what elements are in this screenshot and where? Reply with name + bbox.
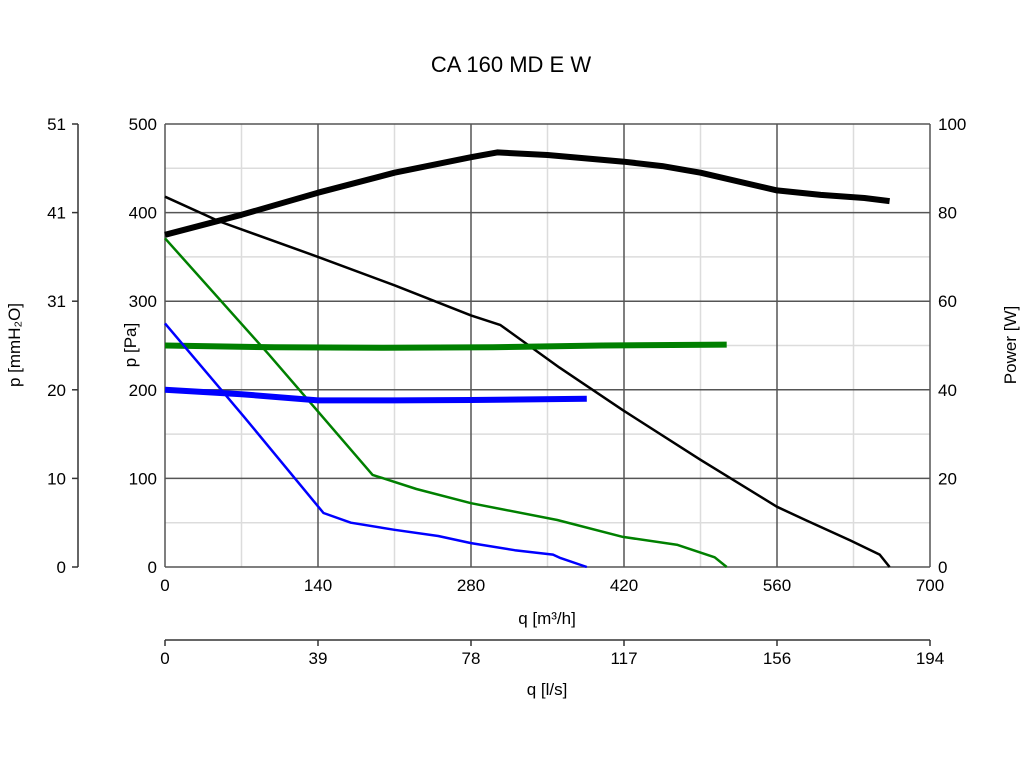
y-tick-label: 200 xyxy=(129,381,157,400)
x2-tick-label: 0 xyxy=(160,649,169,668)
y-axis-label: p [Pa] xyxy=(121,323,140,367)
y-outer-tick-label: 31 xyxy=(47,292,66,311)
y-tick-label: 100 xyxy=(129,469,157,488)
series-line-power-green xyxy=(164,341,727,351)
chart-title: CA 160 MD E W xyxy=(431,52,591,77)
x2-tick-label: 194 xyxy=(916,649,944,668)
x-tick-label: 0 xyxy=(160,576,169,595)
x2-tick-label: 39 xyxy=(309,649,328,668)
y-outer-axis-label: p [mmH₂O] xyxy=(5,303,24,387)
y-right-tick-label: 20 xyxy=(938,469,957,488)
series-line-pressure-black xyxy=(164,195,891,568)
y-outer-tick-label: 10 xyxy=(47,469,66,488)
axes: 0 140 280 420 560 700010020030040050002040608… xyxy=(47,115,966,668)
y-outer-tick-label: 41 xyxy=(47,204,66,223)
series-line-pressure-blue xyxy=(164,322,588,569)
x-tick-label: 280 xyxy=(457,576,485,595)
y-tick-label: 300 xyxy=(129,292,157,311)
series-group xyxy=(164,149,891,569)
y-right-tick-label: 60 xyxy=(938,292,957,311)
y-right-tick-label: 80 xyxy=(938,204,957,223)
x2-axis-label: q [l/s] xyxy=(527,680,568,699)
series-line-pressure-green xyxy=(164,237,728,568)
y-outer-tick-label: 51 xyxy=(47,115,66,134)
x-axis-label: q [m³/h] xyxy=(518,609,576,628)
x2-tick-label: 78 xyxy=(462,649,481,668)
y-right-tick-label: 40 xyxy=(938,381,957,400)
x-tick-label: 560 xyxy=(763,576,791,595)
x-tick-label: 420 xyxy=(610,576,638,595)
series-line-power-black xyxy=(164,149,890,238)
y-right-tick-label: 0 xyxy=(938,558,947,577)
y-right-axis-label: Power [W] xyxy=(1001,306,1020,384)
x2-tick-label: 156 xyxy=(763,649,791,668)
x-tick-label: 700 xyxy=(916,576,944,595)
x-tick-label: 140 xyxy=(304,576,332,595)
y-outer-tick-label: 0 xyxy=(57,558,66,577)
y-right-tick-label: 100 xyxy=(938,115,966,134)
y-tick-label: 400 xyxy=(129,204,157,223)
y-tick-label: 0 xyxy=(148,558,157,577)
series-line-power-blue xyxy=(164,386,587,404)
x2-tick-label: 117 xyxy=(610,649,637,668)
y-tick-label: 500 xyxy=(129,115,157,134)
y-outer-tick-label: 20 xyxy=(47,381,66,400)
